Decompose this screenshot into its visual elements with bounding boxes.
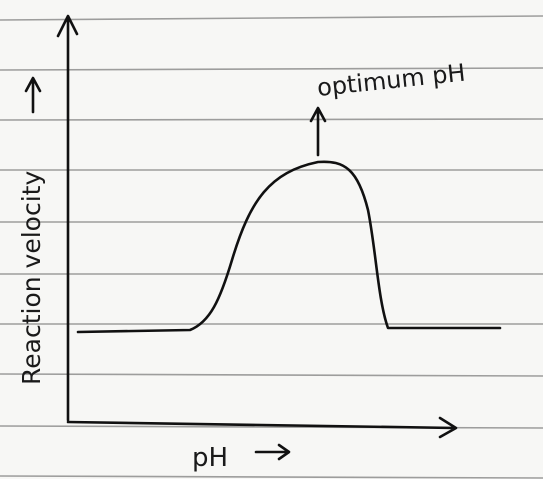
sketch: optimum pH pH Reaction velocity [0,0,543,479]
y-axis-label: Reaction velocity [17,171,46,385]
x-axis-label: pH [192,443,228,473]
